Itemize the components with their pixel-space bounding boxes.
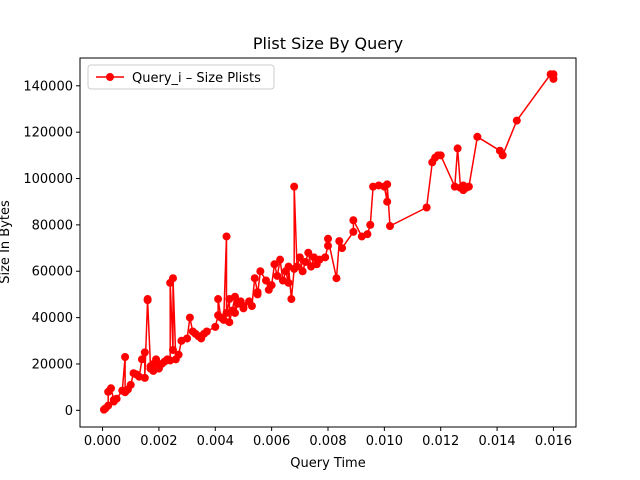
data-point <box>335 237 344 246</box>
x-tick-label: 0.006 <box>253 434 290 449</box>
data-point <box>140 373 149 382</box>
x-tick-label: 0.008 <box>309 434 346 449</box>
legend-box <box>87 64 275 90</box>
data-point <box>498 151 507 160</box>
data-point <box>383 180 392 189</box>
data-point <box>295 253 304 262</box>
data-point <box>383 197 392 206</box>
data-point <box>338 244 347 253</box>
data-point <box>473 132 482 141</box>
data-point <box>174 350 183 359</box>
data-series <box>99 70 558 414</box>
data-point <box>239 302 248 311</box>
data-point <box>298 267 307 276</box>
y-tick-label: 140000 <box>23 79 73 94</box>
data-point <box>422 203 431 212</box>
data-point <box>436 151 445 160</box>
data-point <box>169 274 177 283</box>
x-tick-label: 0.012 <box>422 434 459 449</box>
data-point <box>349 216 358 225</box>
y-tick-label: 0 <box>65 404 73 419</box>
data-point <box>349 227 358 236</box>
data-point <box>262 276 270 285</box>
data-point <box>512 116 521 125</box>
data-point <box>183 334 192 343</box>
data-point <box>250 274 259 283</box>
x-tick-label: 0.016 <box>535 434 572 449</box>
data-point <box>366 220 375 229</box>
x-tick-label: 0.004 <box>197 434 234 449</box>
x-tick-label: 0.000 <box>84 434 121 449</box>
data-point <box>464 182 473 191</box>
x-axis-label: Query Time <box>290 456 365 471</box>
y-tick-label: 20000 <box>32 357 73 372</box>
data-point <box>169 346 177 355</box>
data-point <box>104 401 113 410</box>
y-tick-label: 80000 <box>32 218 73 233</box>
data-point <box>386 222 394 231</box>
data-point <box>253 290 262 299</box>
data-point <box>273 271 282 280</box>
data-point <box>225 318 234 327</box>
data-point <box>290 182 299 191</box>
data-point <box>107 384 115 393</box>
data-point <box>256 267 265 276</box>
data-point <box>549 74 558 83</box>
y-tick-label: 60000 <box>32 265 73 280</box>
data-point <box>126 380 135 389</box>
legend-marker-swatch <box>106 73 114 81</box>
data-point <box>202 327 211 336</box>
y-tick-label: 40000 <box>32 311 73 326</box>
data-point <box>321 253 330 262</box>
data-point <box>453 144 462 153</box>
data-point <box>152 355 161 364</box>
data-point <box>143 296 152 305</box>
data-point <box>270 260 279 269</box>
y-axis-label: Size In Bytes <box>0 200 13 284</box>
data-point <box>138 355 146 364</box>
axes: 0.000 0.002 0.004 0.006 0.008 0.010 0.012 0.014… <box>23 57 577 449</box>
x-tick-label: 0.014 <box>478 434 515 449</box>
data-point <box>211 322 220 331</box>
data-point <box>363 230 372 239</box>
data-point <box>112 394 121 403</box>
data-point <box>140 348 149 357</box>
data-point <box>284 278 293 287</box>
legend-label: Query_i – Size Plists <box>132 71 261 86</box>
data-point <box>231 292 239 301</box>
data-point <box>222 232 231 241</box>
x-tick-label: 0.010 <box>366 434 403 449</box>
data-point <box>247 302 256 311</box>
data-point <box>293 262 301 271</box>
data-point <box>324 234 332 243</box>
x-tick-label: 0.002 <box>140 434 177 449</box>
data-point <box>301 257 310 266</box>
data-point <box>324 241 332 250</box>
y-tick-label: 120000 <box>23 126 73 141</box>
data-point <box>267 281 276 290</box>
legend: Query_i – Size Plists <box>87 64 275 90</box>
data-point <box>332 274 341 283</box>
data-point <box>185 313 194 322</box>
data-point <box>276 255 285 264</box>
data-point <box>121 353 130 362</box>
y-tick-label: 100000 <box>23 172 73 187</box>
data-point <box>287 295 296 304</box>
data-point <box>214 295 223 304</box>
chart-title: Plist Size By Query <box>253 34 403 53</box>
data-point <box>231 308 239 317</box>
data-point <box>304 248 313 257</box>
